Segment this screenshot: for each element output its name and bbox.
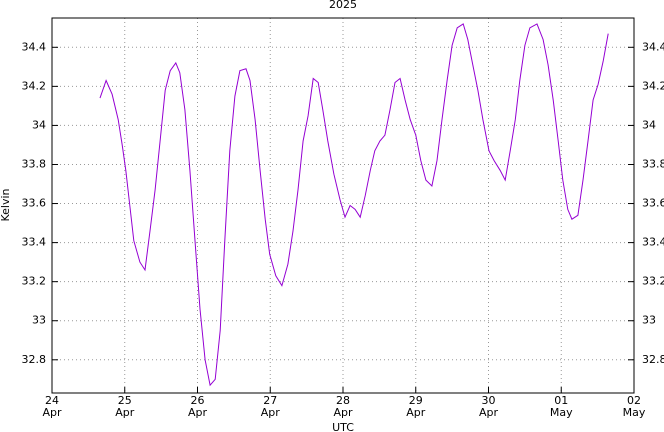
y-tick-label: 33.2 (642, 275, 664, 288)
y-tick-label: 34.2 (22, 79, 47, 92)
chart-title: 2025 (329, 0, 357, 11)
y-tick-label: 34.4 (22, 40, 47, 53)
y-tick-label: 33.8 (642, 157, 664, 170)
y-axis-label: Kelvin (0, 188, 12, 221)
y-tick-label: 34.2 (642, 79, 664, 92)
x-tick-label: 24 Apr (42, 394, 62, 419)
data-line (99, 23, 609, 387)
x-tick-label: 01 May (549, 394, 573, 419)
y-tick-label: 33.6 (22, 197, 47, 210)
y-tick-label: 33.6 (642, 197, 664, 210)
y-tick-label: 33.2 (22, 275, 47, 288)
y-tick-label: 33.8 (22, 157, 47, 170)
x-tick-label: 27 Apr (260, 394, 280, 419)
x-tick-label: 28 Apr (333, 394, 353, 419)
y-tick-label: 32.8 (22, 353, 47, 366)
y-tick-label: 34 (32, 118, 46, 131)
y-tick-label: 33.4 (22, 236, 47, 249)
y-tick-label: 33 (32, 314, 46, 327)
x-tick-label: 26 Apr (187, 394, 208, 419)
x-tick-label: 30 Apr (478, 394, 499, 419)
x-tick-label: 29 Apr (406, 394, 426, 419)
y-tick-label: 33.4 (642, 236, 664, 249)
plot-frame (51, 17, 635, 394)
y-tick-label: 34 (642, 118, 656, 131)
x-axis-label: UTC (332, 421, 354, 432)
y-tick-label: 33 (642, 314, 656, 327)
x-tick-label: 02 May (622, 394, 646, 419)
y-tick-label: 34.4 (642, 40, 664, 53)
y-tick-label: 32.8 (642, 353, 664, 366)
x-tick-label: 25 Apr (115, 394, 135, 419)
